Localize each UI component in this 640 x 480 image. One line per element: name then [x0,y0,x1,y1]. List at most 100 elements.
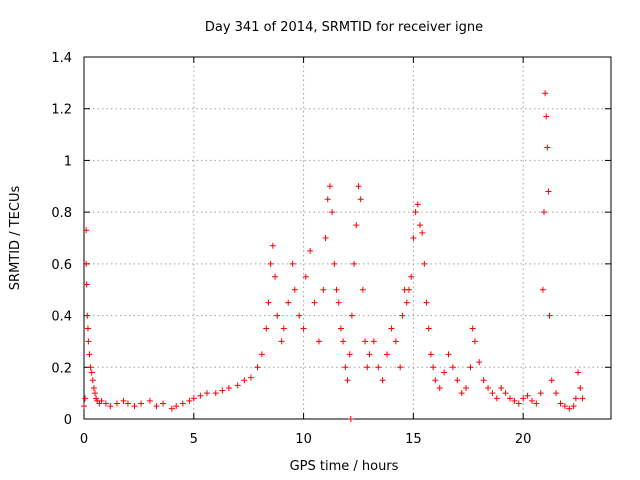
data-point [445,351,452,358]
data-point [351,260,358,267]
x-tick-label: 0 [80,432,88,447]
data-point [324,196,331,203]
data-point [410,235,417,241]
data-point [90,384,97,391]
data-point [83,281,90,288]
data-point [203,390,210,397]
y-tick-label: 0.6 [51,258,72,273]
data-point [212,390,219,397]
data-point [113,400,120,407]
data-point [265,299,272,306]
data-point [498,384,505,391]
data-point [570,403,577,410]
data-point [307,247,314,254]
data-point [326,183,333,190]
data-point [179,400,186,407]
y-tick-label: 0.8 [51,206,72,221]
data-point [335,299,342,306]
data-point [399,312,406,319]
data-point [160,400,167,407]
data-point [234,382,241,389]
data-point [342,364,349,371]
data-point [506,395,513,402]
data-point [331,260,338,267]
data-point [346,351,353,358]
grid-layer [84,57,611,419]
data-point [414,201,421,208]
data-point [511,397,518,404]
data-point [278,338,285,345]
data-point [566,405,573,412]
data-point [98,397,105,404]
y-tick-label: 0.4 [51,310,72,325]
data-point [355,183,362,190]
data-point [87,364,94,371]
data-point [168,405,175,412]
data-point [296,312,303,319]
data-point [412,209,419,216]
data-point [102,400,109,407]
data-point [258,351,265,358]
data-point [82,395,89,402]
data-point [458,390,465,397]
data-point [153,403,160,410]
y-axis-label: SRMTID / TECUs [8,186,23,291]
data-point [173,403,180,410]
y-tick-label: 1.2 [51,103,72,118]
data-point [561,403,568,410]
y-tick-label: 0 [64,413,72,428]
chart-title: Day 341 of 2014, SRMTID for receiver ign… [205,20,483,35]
data-point [302,273,309,280]
data-point [291,286,298,293]
data-point [572,395,579,402]
data-point [83,260,90,267]
data-point [419,229,426,236]
data-point [520,395,527,402]
data-point [544,144,551,151]
data-point [533,400,540,407]
data-point [190,395,197,402]
data-point [421,260,428,267]
data-point [280,325,287,332]
data-point [423,299,430,306]
data-point [146,397,153,404]
data-point [353,222,360,229]
y-tick-label: 1 [64,154,72,169]
data-point [247,374,254,381]
data-point [575,369,582,376]
data-point [285,299,292,306]
data-point [432,377,439,384]
data-point [364,364,371,371]
data-point [436,384,443,391]
data-point [557,400,564,407]
data-point [524,392,531,399]
data-point [528,397,535,404]
data-point [416,222,423,229]
data-point [471,338,478,345]
data-point [370,338,377,345]
data-point [333,286,340,293]
data-point [86,351,93,358]
data-point [241,377,248,384]
data-point [138,400,145,407]
data-point [480,377,487,384]
data-point [539,286,546,293]
data-point [81,403,87,410]
data-point [545,188,552,195]
data-point [546,312,553,319]
data-point [219,387,226,394]
data-point [467,364,474,371]
data-point [388,325,395,332]
data-point [120,397,127,404]
data-point [91,390,98,397]
data-point [85,338,92,345]
x-axis-label: GPS time / hours [290,459,399,474]
data-point [267,260,274,267]
data-point [131,403,138,410]
data-point [375,364,382,371]
data-point [93,395,100,402]
x-tick-label: 5 [190,432,198,447]
data-point [83,227,90,234]
data-point [348,312,355,319]
